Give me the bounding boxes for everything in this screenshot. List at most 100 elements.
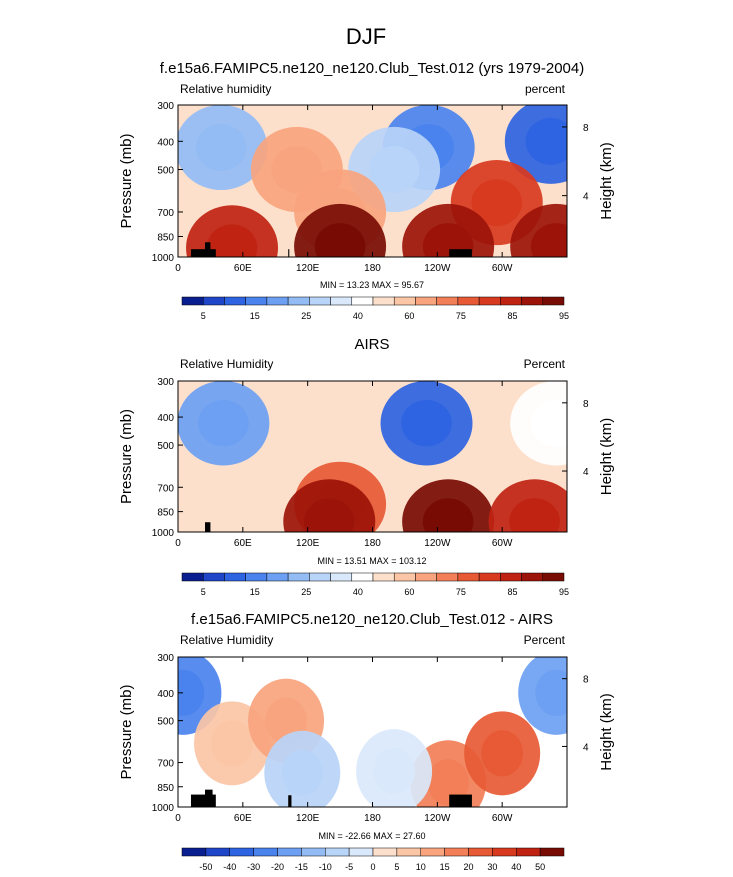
land-mask: [205, 789, 213, 807]
colorbar-label: 5: [201, 311, 206, 321]
colorbar-box: [330, 572, 353, 582]
contour-core: [471, 179, 523, 227]
colorbar-box: [372, 572, 395, 582]
colorbar-label: -40: [223, 862, 236, 872]
land-mask: [288, 795, 292, 807]
colorbar-label: 60: [404, 587, 414, 597]
colorbar-box: [444, 847, 469, 857]
x-tick-label: 120W: [424, 538, 451, 549]
x-tick-label: 60E: [234, 263, 252, 274]
colorbar-label: 40: [353, 311, 363, 321]
colorbar-label: 30: [487, 862, 497, 872]
colorbar-box: [521, 572, 544, 582]
colorbar-box: [457, 296, 480, 306]
colorbar-box: [245, 296, 268, 306]
colorbar-box: [224, 296, 246, 306]
colorbar-label: 10: [416, 862, 426, 872]
colorbar-label: -50: [199, 862, 212, 872]
y2-axis-label: Height (km): [598, 142, 615, 220]
y2-tick-label: 4: [583, 467, 589, 478]
colorbar-box: [181, 296, 204, 306]
land-mask: [288, 249, 290, 257]
panel-right-label: percent: [525, 82, 566, 96]
colorbar-box: [542, 572, 565, 582]
colorbar-label: -20: [271, 862, 284, 872]
panel-title: f.e15a6.FAMIPC5.ne120_ne120.Club_Test.01…: [160, 60, 584, 77]
x-tick-label: 120E: [296, 538, 320, 549]
contour-core: [422, 223, 474, 257]
colorbar-box: [301, 847, 326, 857]
chart-panel-2: AIRS Relative Humidity Percent 0 60E 120E 180 1…: [118, 336, 615, 597]
panel-right-label: Percent: [524, 633, 566, 647]
x-tick-label: 60W: [492, 538, 513, 549]
y-tick-label: 850: [157, 783, 174, 794]
colorbar-box: [420, 847, 445, 857]
panel-title: f.e15a6.FAMIPC5.ne120_ne120.Club_Test.01…: [191, 611, 553, 628]
colorbar-label: 95: [559, 311, 569, 321]
colorbar-label: 5: [201, 587, 206, 597]
colorbar-box: [542, 296, 565, 306]
stats-label: MIN = 13.51 MAX = 103.12: [317, 556, 426, 566]
y-tick-label: 1000: [152, 803, 175, 814]
y-tick-label: 700: [157, 208, 174, 219]
colorbar-box: [181, 847, 207, 857]
y-tick-label: 850: [157, 232, 174, 243]
land-mask: [449, 794, 472, 807]
colorbar-box: [478, 296, 501, 306]
colorbar-box: [436, 572, 459, 582]
stats-label: MIN = -22.66 MAX = 27.60: [318, 831, 425, 841]
land-mask: [205, 242, 211, 257]
y-tick-label: 500: [157, 717, 174, 728]
colorbar-box: [224, 572, 246, 582]
x-tick-label: 120W: [424, 813, 451, 824]
contour-core: [303, 498, 355, 532]
colorbar-box: [516, 847, 541, 857]
colorbar-label: -30: [247, 862, 260, 872]
y-tick-label: 700: [157, 759, 174, 770]
colorbar-label: 60: [404, 311, 414, 321]
chart-panel-1: f.e15a6.FAMIPC5.ne120_ne120.Club_Test.01…: [118, 60, 615, 321]
y-tick-label: 400: [157, 413, 174, 424]
colorbar-box: [287, 296, 310, 306]
x-tick-label: 120W: [424, 263, 451, 274]
contour-core: [535, 669, 567, 716]
panel-right-label: Percent: [524, 357, 566, 371]
colorbar-box: [351, 572, 374, 582]
chart-panel-3: f.e15a6.FAMIPC5.ne120_ne120.Club_Test.01…: [118, 611, 615, 872]
colorbar-label: 75: [456, 587, 466, 597]
y-tick-label: 700: [157, 483, 174, 494]
colorbar-box: [266, 296, 289, 306]
colorbar-label: 40: [511, 862, 521, 872]
panel-left-label: Relative Humidity: [180, 357, 273, 371]
colorbar-box: [500, 296, 522, 306]
y-axis-label: Pressure (mb): [118, 684, 135, 779]
contour-core: [530, 223, 567, 257]
x-tick-label: 60E: [234, 538, 252, 549]
y-tick-label: 400: [157, 137, 174, 148]
contour-core: [368, 146, 420, 193]
contour-core: [206, 224, 258, 257]
contour-core: [530, 399, 567, 447]
colorbar-box: [457, 572, 480, 582]
colorbar-box: [245, 572, 268, 582]
colorbar-box: [539, 847, 565, 857]
y2-tick-label: 8: [583, 675, 589, 686]
contour-core: [211, 720, 253, 767]
y-tick-label: 850: [157, 508, 174, 519]
colorbar-label: 15: [440, 862, 450, 872]
colorbar-label: 25: [301, 311, 311, 321]
y2-tick-label: 4: [583, 192, 589, 203]
colorbar-box: [325, 847, 350, 857]
x-tick-label: 120E: [296, 263, 320, 274]
contour-core: [481, 730, 524, 777]
colorbar-label: 15: [250, 587, 260, 597]
colorbar-box: [415, 296, 437, 306]
colorbar-label: 75: [456, 311, 466, 321]
y-tick-label: 300: [157, 101, 174, 112]
panel-title: AIRS: [354, 336, 389, 353]
contour-core: [178, 669, 205, 716]
colorbar-box: [521, 296, 544, 306]
y-axis-label: Pressure (mb): [118, 133, 135, 228]
y2-axis-label: Height (km): [598, 418, 615, 496]
colorbar-label: 15: [250, 311, 260, 321]
